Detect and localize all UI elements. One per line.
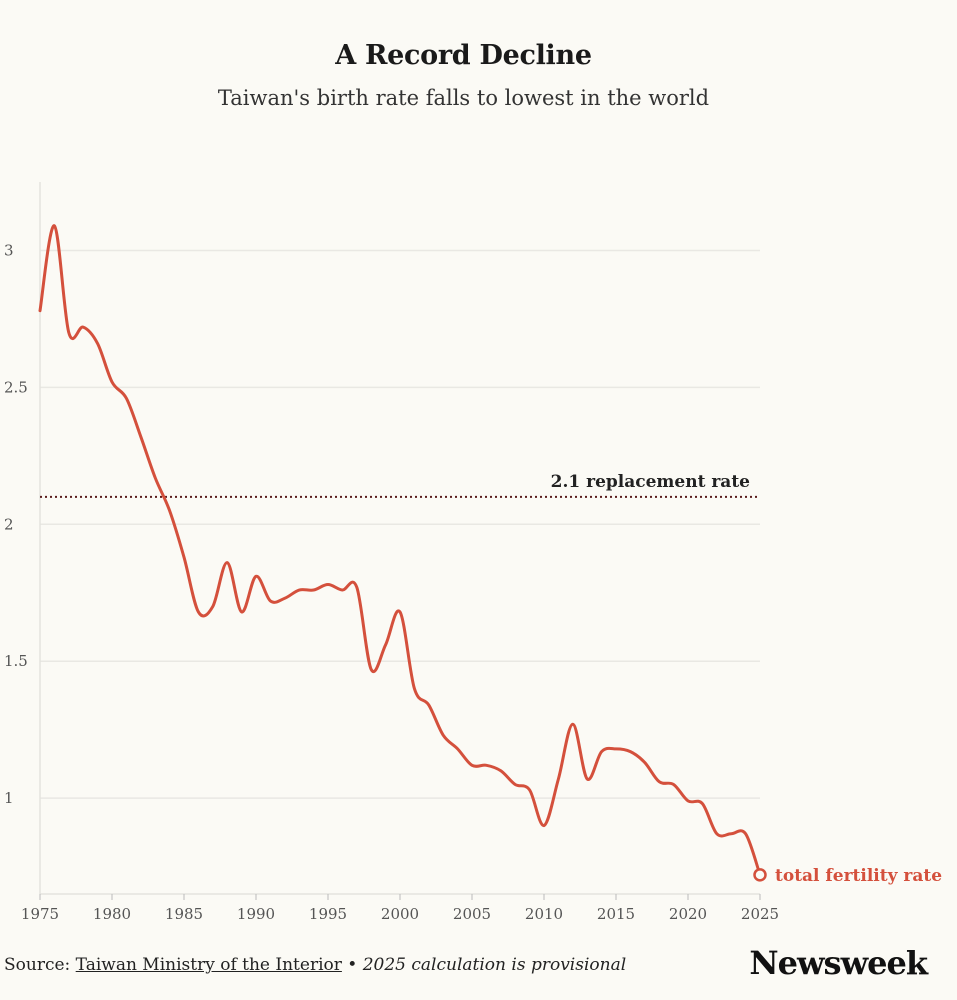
x-tick-label: 1980: [93, 905, 131, 923]
y-tick-label: 2: [4, 515, 14, 533]
chart-subtitle: Taiwan's birth rate falls to lowest in t…: [217, 86, 710, 110]
x-tick-label: 1995: [309, 905, 347, 923]
x-tick-label: 2000: [381, 905, 419, 923]
source-footer: Source: Taiwan Ministry of the Interior …: [4, 955, 626, 975]
y-tick-label: 1.5: [4, 652, 28, 670]
newsweek-logo[interactable]: Newsweek: [749, 944, 928, 982]
source-prefix: Source:: [4, 955, 76, 975]
chart-title: A Record Decline: [335, 40, 592, 71]
x-tick-label: 1990: [237, 905, 275, 923]
x-tick-label: 2020: [669, 905, 707, 923]
series-label: total fertility rate: [775, 866, 942, 886]
x-tick-label: 2010: [525, 905, 563, 923]
provisional-note: 2025 calculation is provisional: [362, 955, 627, 975]
x-tick-label: 2005: [453, 905, 491, 923]
y-tick-label: 2.5: [4, 378, 28, 396]
x-tick-label: 1975: [21, 905, 59, 923]
x-tick-label: 1985: [165, 905, 203, 923]
end-point-marker: [753, 868, 767, 882]
y-tick-label: 3: [4, 241, 14, 259]
replacement-rate-label: 2.1 replacement rate: [551, 472, 751, 492]
source-link[interactable]: Taiwan Ministry of the Interior: [75, 955, 342, 975]
x-tick-label: 2025: [741, 905, 779, 923]
y-tick-label: 1: [4, 789, 14, 807]
line-chart: 1 1.5 2 2.5 3 1975 1980 1985 1990 1995 2000 2005 201…: [4, 182, 942, 923]
footer-separator: •: [341, 955, 363, 975]
fertility-rate-line: [38, 224, 762, 877]
x-tick-label: 2015: [597, 905, 635, 923]
